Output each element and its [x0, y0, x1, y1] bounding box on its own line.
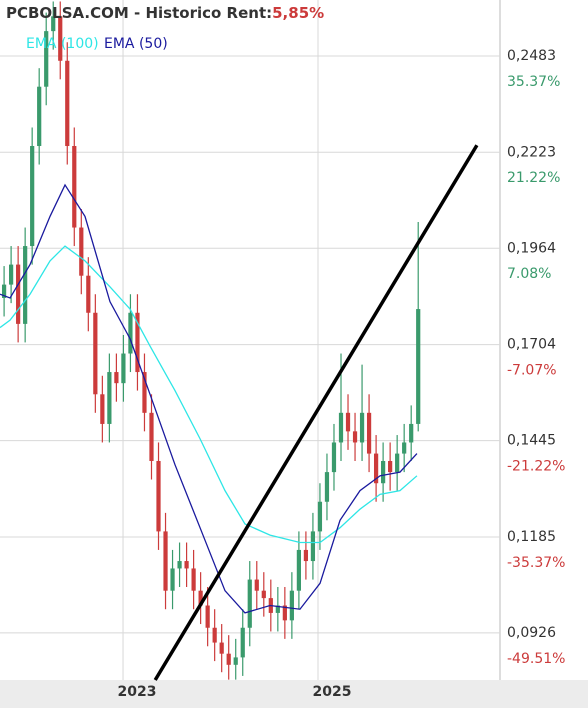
candle-body [1, 284, 7, 298]
candle-body [289, 590, 294, 621]
y2-tick-label: 35.37% [507, 74, 560, 90]
legend: EMA (100) EMA (50) [26, 36, 168, 52]
candle-body [373, 453, 379, 484]
y2-tick-label: 7.08% [507, 266, 551, 282]
candle-body [9, 264, 14, 285]
candle-body [338, 412, 344, 443]
y-tick-label: 0,1185 [507, 529, 556, 545]
title-text: PCBOLSA.COM - Historico Rent: [6, 4, 272, 22]
candle-body [402, 442, 407, 454]
candle-body [65, 60, 70, 147]
candle-body [331, 442, 337, 473]
candle-body [142, 372, 147, 413]
candle-body [100, 394, 105, 424]
candle-body [233, 657, 238, 665]
candle-body [416, 309, 421, 424]
y-tick-label: 0,2483 [507, 48, 556, 64]
candle-body [303, 549, 309, 562]
y2-tick-label: -49.51% [507, 651, 565, 667]
candle-body [240, 627, 245, 658]
candle-body [72, 146, 77, 228]
candle-body [184, 561, 189, 569]
candle-body [282, 605, 287, 621]
candle-body [317, 501, 323, 532]
candle-body [58, 16, 63, 61]
candle-body [149, 412, 154, 461]
candle-body [16, 264, 21, 324]
candle-body [381, 460, 386, 484]
y-tick-label: 0,0926 [507, 625, 556, 641]
candle-body [170, 568, 175, 591]
y2-tick-label: -7.07% [507, 362, 557, 378]
trendline [153, 144, 479, 681]
axis: 0,2483 0,2223 0,1964 0,1704 0,1445 0,1185 0,09… [118, 48, 566, 700]
candle-body [409, 423, 414, 443]
candle-body [345, 412, 351, 432]
candle-body [205, 605, 210, 628]
candle-body [128, 312, 133, 354]
candle-body [296, 549, 301, 591]
candle-body [226, 653, 231, 665]
candle-body [275, 605, 280, 613]
candle-body [30, 146, 35, 247]
x-axis-band [0, 680, 588, 708]
candle-body [395, 453, 400, 473]
candle-body [37, 86, 42, 147]
candle-body [247, 579, 252, 628]
x-tick-label: 2023 [118, 684, 157, 700]
ema-line [0, 183, 418, 614]
candle-body [261, 590, 266, 599]
candle-body [324, 472, 330, 502]
plot [0, 1, 479, 681]
candle-body [86, 275, 91, 313]
y-tick-label: 0,2223 [507, 144, 556, 160]
y-tick-label: 0,1445 [507, 433, 556, 449]
candle-body [352, 431, 358, 443]
candle-body [388, 460, 393, 473]
candle-body [366, 412, 372, 454]
chart-title: PCBOLSA.COM - Historico Rent:5,85% [6, 4, 324, 22]
y2-tick-label: -35.37% [507, 555, 565, 571]
y-tick-label: 0,1704 [507, 337, 556, 353]
candle-body [121, 353, 126, 384]
candle-body [219, 642, 224, 654]
candle-body [191, 568, 196, 591]
candle-body [79, 227, 84, 276]
candle-body [93, 312, 98, 395]
legend-entry: EMA (100) [26, 36, 99, 52]
rent-value: 5,85% [272, 4, 324, 22]
candle-body [51, 16, 56, 32]
y2-tick-label: -21.22% [507, 459, 565, 475]
candle-body [198, 590, 203, 606]
candle-body [156, 460, 161, 532]
candle-body [107, 372, 112, 424]
y-tick-label: 0,1964 [507, 240, 556, 256]
candle-body [310, 531, 316, 562]
candle-body [359, 412, 365, 443]
candle-body [114, 372, 119, 384]
x-tick-label: 2025 [313, 684, 352, 700]
candle-body [23, 246, 28, 324]
legend-entry: EMA (50) [104, 36, 168, 52]
candle-body [177, 561, 182, 569]
candle-body [163, 531, 168, 591]
candle-body [212, 627, 217, 643]
ema-line [0, 245, 418, 544]
candle-body [135, 312, 140, 373]
y2-tick-label: 21.22% [507, 170, 560, 186]
candle-body [44, 31, 49, 87]
candle-body [254, 579, 259, 591]
